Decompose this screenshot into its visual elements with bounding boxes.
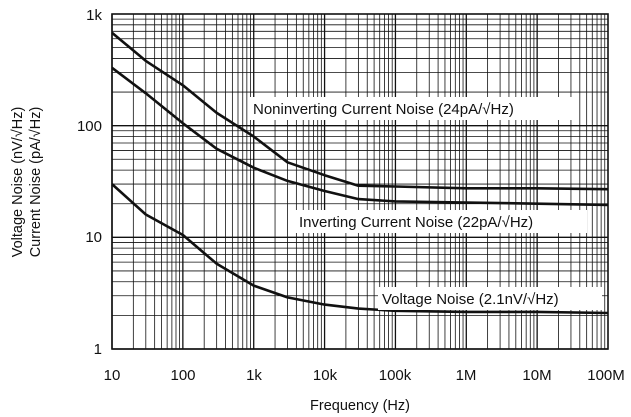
- annotation-voltage: Voltage Noise (2.1nV/√Hz): [382, 291, 559, 308]
- x-tick-label: 100: [170, 367, 195, 384]
- voltage-noise-line: [111, 183, 609, 315]
- inverting-current-noise-line: [111, 66, 609, 207]
- series-lines: [111, 31, 609, 315]
- annotation-inverting: Inverting Current Noise (22pA/√Hz): [299, 214, 533, 231]
- x-tick-label: 10: [104, 367, 121, 384]
- x-tick-label: 10M: [522, 367, 551, 384]
- y-tick-label: 1: [94, 341, 102, 358]
- x-tick-label: 1k: [246, 367, 262, 384]
- x-tick-label: 100k: [379, 367, 412, 384]
- series-annotations: Noninverting Current Noise (24pA/√Hz) In…: [249, 97, 602, 310]
- y-tick-label: 100: [77, 118, 102, 135]
- plot-frame: [111, 13, 609, 350]
- x-tick-label: 1M: [456, 367, 477, 384]
- tick-labels: 10 100 1k 10k 100k 1M 10M 100M 1 10 100 …: [77, 7, 625, 384]
- y-tick-label: 1k: [86, 7, 102, 24]
- y-tick-label: 10: [85, 229, 102, 246]
- x-tick-label: 100M: [587, 367, 625, 384]
- annotation-background-noninverting: [249, 97, 579, 120]
- x-tick-label: 10k: [313, 367, 338, 384]
- x-axis-label: Frequency (Hz): [310, 398, 410, 414]
- y-axis-label-line2: Current Noise (pA/√Hz): [28, 107, 44, 258]
- y-axis-label-line1: Voltage Noise (nV/√Hz): [10, 107, 26, 258]
- annotation-noninverting: Noninverting Current Noise (24pA/√Hz): [253, 101, 514, 118]
- annotation-background-voltage: [378, 287, 602, 310]
- noninverting-current-noise-line: [111, 31, 609, 191]
- annotation-background-inverting: [295, 210, 587, 233]
